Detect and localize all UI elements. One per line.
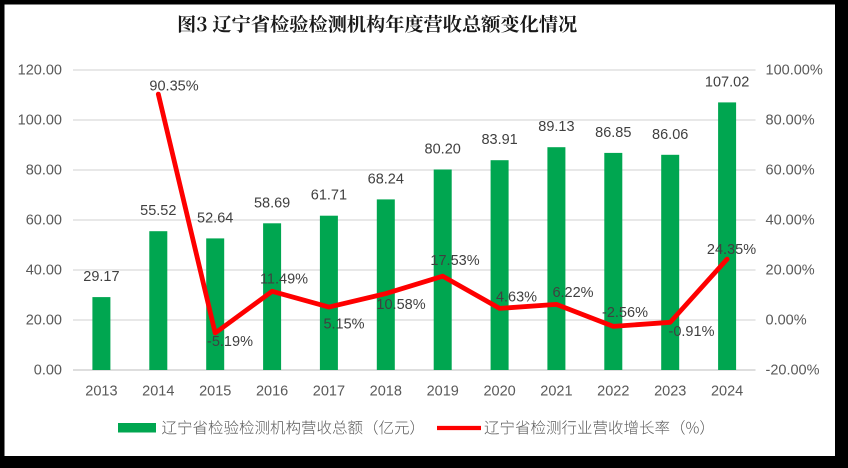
svg-text:20.00: 20.00 xyxy=(26,313,62,329)
svg-text:4.63%: 4.63% xyxy=(496,290,537,306)
svg-text:83.91: 83.91 xyxy=(481,132,517,148)
svg-text:5.15%: 5.15% xyxy=(323,317,364,333)
svg-text:-20.00%: -20.00% xyxy=(766,363,820,379)
svg-text:6.22%: 6.22% xyxy=(552,285,593,301)
svg-text:10.58%: 10.58% xyxy=(376,297,425,313)
svg-text:0.00: 0.00 xyxy=(34,363,62,379)
svg-text:29.17: 29.17 xyxy=(83,269,119,285)
svg-text:2016: 2016 xyxy=(256,384,288,400)
svg-text:11.49%: 11.49% xyxy=(260,272,308,288)
svg-text:2017: 2017 xyxy=(313,384,345,400)
svg-text:2024: 2024 xyxy=(711,384,743,400)
svg-text:58.69: 58.69 xyxy=(254,195,290,211)
svg-text:2013: 2013 xyxy=(85,384,117,400)
svg-text:2018: 2018 xyxy=(370,384,402,400)
svg-text:90.35%: 90.35% xyxy=(149,79,198,95)
svg-text:60.00%: 60.00% xyxy=(766,163,815,179)
svg-text:55.52: 55.52 xyxy=(140,203,176,219)
svg-text:20.00%: 20.00% xyxy=(766,263,815,279)
svg-text:52.64: 52.64 xyxy=(197,210,233,226)
svg-text:17.53%: 17.53% xyxy=(430,253,479,269)
svg-text:61.71: 61.71 xyxy=(311,188,347,204)
svg-text:80.00%: 80.00% xyxy=(766,113,815,129)
svg-text:68.24: 68.24 xyxy=(368,171,404,187)
svg-text:100.00%: 100.00% xyxy=(766,63,823,79)
svg-text:107.02: 107.02 xyxy=(705,74,749,90)
svg-text:-0.91%: -0.91% xyxy=(669,324,715,340)
svg-text:86.06: 86.06 xyxy=(652,127,688,143)
svg-text:40.00: 40.00 xyxy=(26,263,62,279)
svg-text:40.00%: 40.00% xyxy=(766,213,815,229)
svg-text:0.00%: 0.00% xyxy=(766,313,807,329)
svg-text:80.00: 80.00 xyxy=(26,163,62,179)
svg-text:-5.19%: -5.19% xyxy=(207,334,253,350)
svg-text:2021: 2021 xyxy=(540,384,572,400)
svg-text:2014: 2014 xyxy=(142,384,174,400)
svg-text:89.13: 89.13 xyxy=(538,119,574,135)
svg-text:60.00: 60.00 xyxy=(26,213,62,229)
svg-text:2019: 2019 xyxy=(427,384,459,400)
svg-text:2022: 2022 xyxy=(597,384,629,400)
svg-text:100.00: 100.00 xyxy=(18,113,62,129)
svg-text:24.35%: 24.35% xyxy=(707,242,756,258)
svg-text:120.00: 120.00 xyxy=(18,63,62,79)
svg-text:2023: 2023 xyxy=(654,384,686,400)
svg-text:86.85: 86.85 xyxy=(595,125,631,141)
svg-text:-2.56%: -2.56% xyxy=(602,305,648,321)
svg-text:2015: 2015 xyxy=(199,384,231,400)
svg-text:2020: 2020 xyxy=(483,384,515,400)
svg-text:80.20: 80.20 xyxy=(425,142,461,158)
